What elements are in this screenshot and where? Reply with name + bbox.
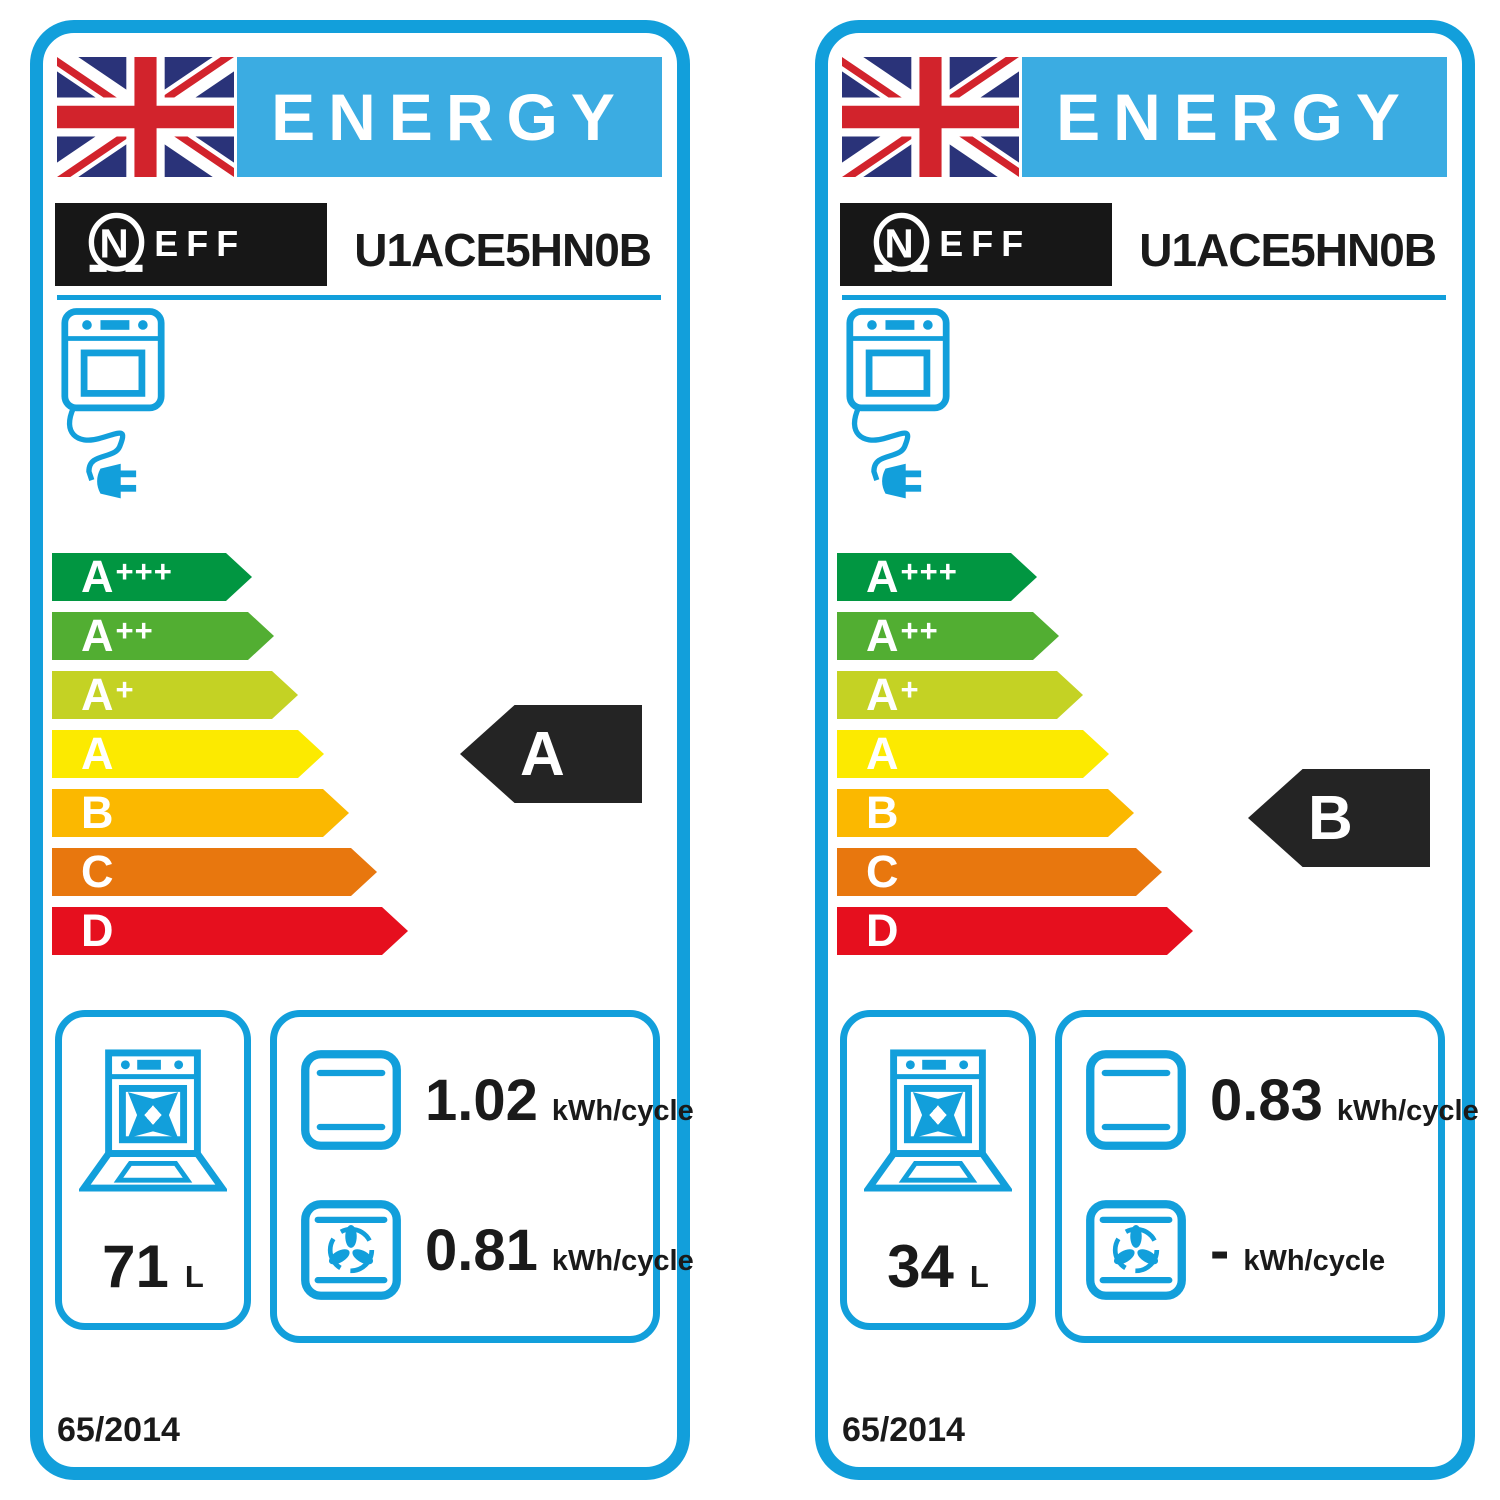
oven-plug-icon	[846, 308, 950, 499]
energy-consumption-box: 0.83 kWh/cycle - kWh/cycle	[1055, 1010, 1479, 1343]
conventional-heating-icon	[301, 1050, 401, 1150]
fan-unit: kWh/cycle	[551, 1244, 694, 1277]
scale-bar-a: A	[52, 730, 324, 778]
oven-volume-icon	[79, 1049, 227, 1192]
svg-text:N: N	[884, 220, 913, 266]
oven-plug-icon	[61, 308, 165, 499]
cavity-volume-box: 71 L	[55, 1010, 251, 1330]
neff-logo: N EFF	[873, 212, 1031, 272]
conventional-consumption-row: 1.02 kWh/cycle	[299, 1047, 694, 1153]
rating-letter: B	[1308, 783, 1353, 853]
fan-heating-icon	[301, 1200, 401, 1300]
cavity-volume-box: 34 L	[840, 1010, 1036, 1330]
energy-banner: ENERGY	[237, 57, 662, 177]
model-number: U1ACE5HN0B	[354, 224, 652, 276]
fan-consumption-row: 0.81 kWh/cycle	[299, 1197, 694, 1303]
cavity-volume-value: 71 L	[102, 1232, 204, 1301]
cavity-volume-value: 34 L	[887, 1232, 989, 1301]
fan-consumption-row: - kWh/cycle	[1084, 1197, 1438, 1303]
regulation-number: 65/2014	[57, 1411, 180, 1449]
volume-number: 71	[102, 1233, 169, 1300]
scale-bar-b: B	[52, 789, 349, 837]
scale-bar-a2: A ++	[837, 612, 1059, 660]
volume-unit: L	[184, 1259, 204, 1294]
brand-logo-box: N EFF	[55, 203, 327, 286]
uk-flag-icon	[57, 57, 234, 177]
model-number: U1ACE5HN0B	[1139, 224, 1437, 276]
fan-heating-icon	[1086, 1200, 1186, 1300]
neff-logo: N EFF	[88, 212, 246, 272]
energy-label-left: ENERGY N EFF U1ACE5HN0B A	[30, 20, 694, 1480]
header-divider	[57, 295, 661, 300]
volume-unit: L	[969, 1259, 989, 1294]
conventional-consumption-row: 0.83 kWh/cycle	[1084, 1047, 1479, 1153]
conventional-unit: kWh/cycle	[1336, 1094, 1479, 1127]
svg-text:EFF: EFF	[154, 223, 246, 263]
conventional-unit: kWh/cycle	[551, 1094, 694, 1127]
scale-bar-d: D	[52, 907, 408, 955]
conventional-value: 0.83	[1210, 1067, 1323, 1133]
regulation-number: 65/2014	[842, 1411, 965, 1449]
fan-value: 0.81	[425, 1217, 538, 1283]
scale-bar-c: C	[52, 848, 377, 896]
brand-logo-box: N EFF	[840, 203, 1112, 286]
scale-bar-a2: A ++	[52, 612, 274, 660]
energy-banner-title: ENERGY	[271, 80, 628, 154]
rating-scale: A +++ A ++ A + A B C D	[52, 553, 652, 966]
conventional-value: 1.02	[425, 1067, 538, 1133]
energy-banner-title: ENERGY	[1056, 80, 1413, 154]
scale-bar-d: D	[837, 907, 1193, 955]
fan-value: -	[1210, 1217, 1230, 1283]
svg-text:N: N	[99, 220, 128, 266]
header-divider	[842, 295, 1446, 300]
conventional-heating-icon	[1086, 1050, 1186, 1150]
uk-flag-icon	[842, 57, 1019, 177]
svg-text:EFF: EFF	[939, 223, 1031, 263]
energy-consumption-box: 1.02 kWh/cycle 0.81 kWh/cycle	[270, 1010, 694, 1343]
scale-bar-a3: A +++	[52, 553, 252, 601]
rating-letter: A	[520, 719, 565, 789]
scale-bar-a1: A +	[52, 671, 298, 719]
scale-bar-c: C	[837, 848, 1162, 896]
rating-scale: A +++ A ++ A + A B C D	[837, 553, 1437, 966]
energy-banner: ENERGY	[1022, 57, 1447, 177]
scale-bar-a: A	[837, 730, 1109, 778]
volume-number: 34	[887, 1233, 954, 1300]
energy-label-right: ENERGY N EFF U1ACE5HN0B A	[815, 20, 1479, 1480]
scale-bar-a3: A +++	[837, 553, 1037, 601]
oven-volume-icon	[864, 1049, 1012, 1192]
scale-bar-b: B	[837, 789, 1134, 837]
scale-bar-a1: A +	[837, 671, 1083, 719]
fan-unit: kWh/cycle	[1243, 1244, 1386, 1277]
